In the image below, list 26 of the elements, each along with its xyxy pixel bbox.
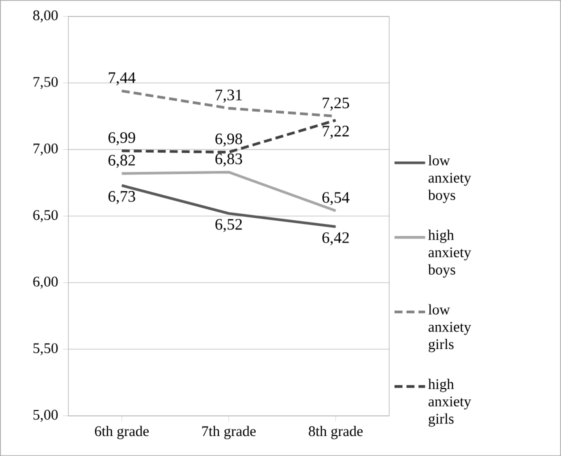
y-tick-label: 5,50: [34, 343, 58, 356]
y-tick-label: 8,00: [33, 10, 58, 22]
data-label: 6,52: [215, 218, 242, 232]
legend-label: low anxiety boys: [428, 155, 472, 203]
x-tick-label: 6th grade: [94, 426, 149, 440]
legend-label: high anxiety boys: [428, 230, 472, 278]
data-label: 6,83: [215, 153, 242, 166]
y-tick-label: 6,00: [33, 276, 58, 289]
y-tick-label: 6,50: [33, 210, 58, 222]
data-label: 7,44: [108, 72, 136, 86]
data-label: 7,22: [322, 126, 349, 139]
legend-label: high anxiety girls: [428, 378, 472, 427]
data-label: 6,42: [322, 232, 349, 246]
data-label: 7,31: [216, 90, 242, 103]
legend-label: low anxiety girls: [428, 304, 472, 352]
data-label: 6,54: [322, 192, 350, 206]
data-label: 6,98: [215, 133, 242, 147]
data-label: 7,25: [322, 98, 350, 111]
data-label: 6,82: [108, 154, 135, 168]
x-tick-label: 7th grade: [202, 426, 256, 440]
data-label: 6,99: [108, 132, 136, 146]
y-tick-label: 7,50: [34, 76, 58, 89]
data-label: 6,73: [108, 190, 136, 204]
x-tick-label: 8th grade: [308, 426, 363, 440]
y-tick-label: 5,00: [34, 410, 58, 422]
y-tick-label: 7,00: [34, 143, 58, 156]
